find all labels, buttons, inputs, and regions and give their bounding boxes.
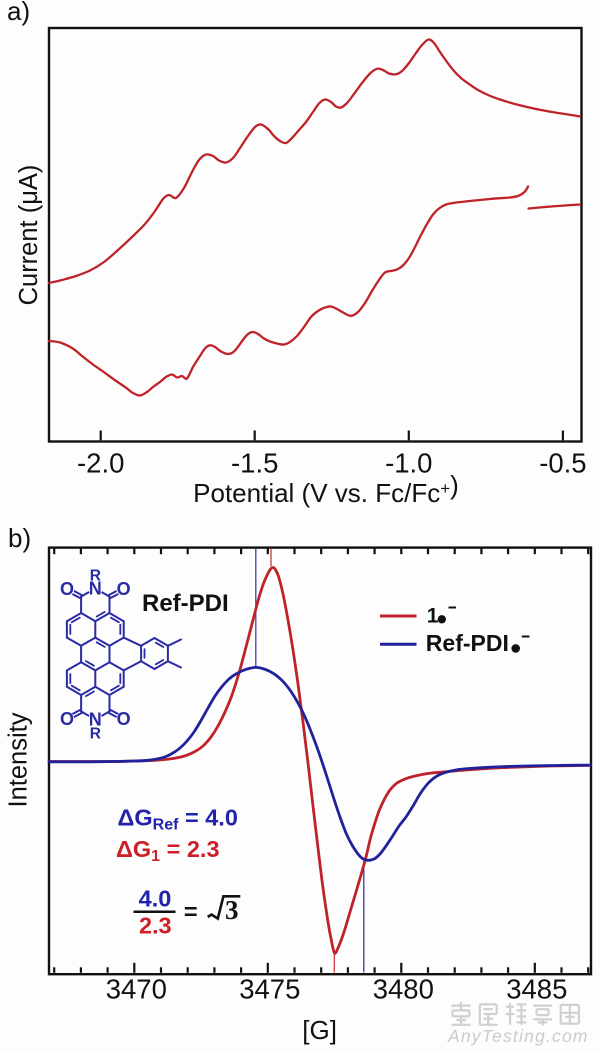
svg-text:2.3: 2.3 bbox=[139, 913, 172, 939]
svg-text:Current (μA): Current (μA) bbox=[15, 165, 43, 306]
svg-text:=: = bbox=[184, 899, 198, 925]
svg-text:Ref-PDI: Ref-PDI bbox=[426, 630, 509, 656]
svg-text:1: 1 bbox=[427, 605, 439, 628]
svg-text:3475: 3475 bbox=[239, 974, 300, 1005]
svg-text:ΔGRef = 4.0: ΔGRef = 4.0 bbox=[118, 805, 238, 834]
svg-text:a): a) bbox=[7, 0, 30, 26]
svg-text:R: R bbox=[90, 725, 101, 742]
svg-text:N: N bbox=[89, 710, 102, 730]
svg-text:3470: 3470 bbox=[106, 974, 167, 1005]
svg-text:O: O bbox=[60, 709, 74, 729]
svg-text:O: O bbox=[117, 709, 131, 729]
svg-text:Intensity: Intensity bbox=[5, 712, 33, 807]
svg-text:b): b) bbox=[8, 523, 31, 553]
svg-text:4.0: 4.0 bbox=[139, 886, 172, 912]
svg-text:3480: 3480 bbox=[373, 974, 434, 1005]
svg-text:[G]: [G] bbox=[302, 1015, 337, 1045]
svg-text:Ref-PDI: Ref-PDI bbox=[142, 590, 229, 617]
svg-text:-0.5: -0.5 bbox=[539, 448, 586, 479]
svg-text:3485: 3485 bbox=[506, 974, 567, 1005]
svg-text:O: O bbox=[117, 579, 131, 599]
svg-text:R: R bbox=[90, 567, 101, 584]
svg-text:-1.0: -1.0 bbox=[385, 448, 432, 479]
svg-text:N: N bbox=[89, 578, 102, 598]
svg-text:O: O bbox=[60, 579, 74, 599]
svg-text:-1.5: -1.5 bbox=[231, 448, 278, 479]
svg-text:ΔG1 = 2.3: ΔG1 = 2.3 bbox=[116, 836, 220, 865]
svg-text:3: 3 bbox=[225, 895, 239, 925]
svg-text:AnyTesting.com: AnyTesting.com bbox=[447, 1026, 589, 1046]
svg-text:-2.0: -2.0 bbox=[77, 448, 124, 479]
